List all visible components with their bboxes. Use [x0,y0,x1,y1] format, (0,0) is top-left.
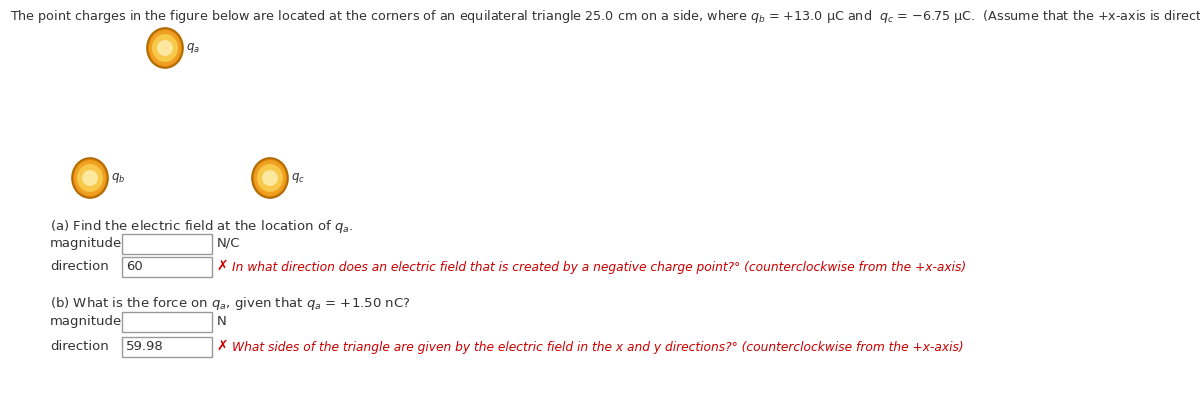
Text: $q_a$: $q_a$ [186,41,200,55]
Ellipse shape [157,40,173,56]
Ellipse shape [74,160,106,196]
FancyBboxPatch shape [122,257,212,277]
Text: direction: direction [50,260,109,273]
Text: 59.98: 59.98 [126,340,163,353]
Text: In what direction does an electric field that is created by a negative charge po: In what direction does an electric field… [232,261,966,274]
Ellipse shape [262,170,278,186]
Text: N/C: N/C [217,237,240,250]
Text: $q_c$: $q_c$ [292,171,305,185]
Ellipse shape [254,160,286,196]
Text: What sides of the triangle are given by the electric field in the x and y direct: What sides of the triangle are given by … [232,341,964,354]
Text: (a) Find the electric field at the location of $q_a$.: (a) Find the electric field at the locat… [50,218,353,235]
Text: ✗: ✗ [216,259,228,273]
FancyBboxPatch shape [122,234,212,254]
Text: ✗: ✗ [216,339,228,353]
FancyBboxPatch shape [122,337,212,357]
Ellipse shape [72,158,108,198]
Ellipse shape [149,30,181,66]
Ellipse shape [77,164,103,192]
Text: 60: 60 [126,260,143,273]
Ellipse shape [252,158,288,198]
Text: magnitude: magnitude [50,315,122,328]
Ellipse shape [152,34,178,62]
Text: magnitude: magnitude [50,237,122,250]
Ellipse shape [82,170,98,186]
Text: The point charges in the figure below are located at the corners of an equilater: The point charges in the figure below ar… [10,8,1200,25]
Ellipse shape [148,28,182,68]
Text: N: N [217,315,227,328]
FancyBboxPatch shape [122,312,212,332]
Text: $q_b$: $q_b$ [112,171,125,185]
Ellipse shape [257,164,283,192]
Text: direction: direction [50,340,109,353]
Text: (b) What is the force on $q_a$, given that $q_a$ = +1.50 nC?: (b) What is the force on $q_a$, given th… [50,295,410,312]
